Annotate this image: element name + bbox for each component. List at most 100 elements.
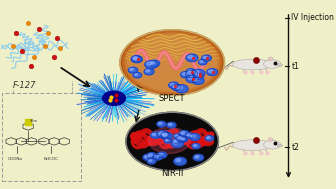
Circle shape <box>134 73 138 75</box>
Ellipse shape <box>277 64 283 66</box>
Circle shape <box>181 132 185 134</box>
Circle shape <box>155 155 158 157</box>
Circle shape <box>144 155 148 158</box>
Circle shape <box>147 159 156 164</box>
Circle shape <box>128 35 216 91</box>
Ellipse shape <box>268 138 273 141</box>
Circle shape <box>172 139 179 143</box>
Circle shape <box>120 30 224 95</box>
Circle shape <box>170 83 174 86</box>
Circle shape <box>151 61 155 64</box>
Circle shape <box>192 69 205 77</box>
Circle shape <box>187 71 192 74</box>
Circle shape <box>173 141 178 144</box>
Ellipse shape <box>277 144 283 147</box>
Circle shape <box>126 112 218 170</box>
Circle shape <box>186 75 198 83</box>
Circle shape <box>149 154 152 156</box>
Text: F-127: F-127 <box>13 81 36 90</box>
Ellipse shape <box>268 57 273 61</box>
Circle shape <box>199 60 207 65</box>
Text: t1: t1 <box>292 62 299 71</box>
Circle shape <box>179 131 189 137</box>
Circle shape <box>158 122 162 124</box>
Circle shape <box>161 133 172 140</box>
Circle shape <box>171 140 183 147</box>
Circle shape <box>194 73 204 79</box>
Ellipse shape <box>263 140 281 149</box>
Circle shape <box>128 67 138 73</box>
Circle shape <box>195 74 199 76</box>
Circle shape <box>185 133 194 138</box>
Circle shape <box>152 133 156 136</box>
Circle shape <box>147 153 157 159</box>
Circle shape <box>157 131 168 138</box>
Circle shape <box>206 136 210 139</box>
Circle shape <box>168 123 172 125</box>
Circle shape <box>149 159 152 162</box>
Circle shape <box>173 140 176 141</box>
Circle shape <box>176 136 186 143</box>
Circle shape <box>208 70 213 72</box>
Circle shape <box>191 135 195 137</box>
Circle shape <box>188 55 193 58</box>
Circle shape <box>194 70 199 74</box>
Circle shape <box>194 78 199 81</box>
Text: NHCOC: NHCOC <box>44 157 59 161</box>
Circle shape <box>145 61 158 69</box>
Circle shape <box>177 86 182 89</box>
Text: NIR-II: NIR-II <box>161 169 183 178</box>
Circle shape <box>143 154 153 160</box>
Ellipse shape <box>233 140 273 150</box>
Circle shape <box>174 134 181 139</box>
Circle shape <box>173 85 177 88</box>
Text: COONa: COONa <box>8 157 23 161</box>
Circle shape <box>151 132 160 138</box>
Circle shape <box>187 134 190 136</box>
Circle shape <box>175 85 188 93</box>
Circle shape <box>103 91 125 105</box>
Circle shape <box>189 133 200 140</box>
Circle shape <box>145 70 150 72</box>
Circle shape <box>195 155 199 158</box>
Circle shape <box>149 60 160 67</box>
Text: SPECT: SPECT <box>159 94 185 103</box>
Circle shape <box>123 31 222 94</box>
Circle shape <box>180 137 188 142</box>
Ellipse shape <box>263 60 281 68</box>
Circle shape <box>192 77 204 84</box>
Circle shape <box>167 122 176 128</box>
Circle shape <box>133 57 137 59</box>
Circle shape <box>181 138 184 140</box>
Circle shape <box>192 143 200 149</box>
Text: IV Injection: IV Injection <box>292 13 334 22</box>
Circle shape <box>149 127 190 153</box>
Circle shape <box>177 137 182 139</box>
Circle shape <box>171 84 181 90</box>
Circle shape <box>180 72 191 78</box>
Circle shape <box>158 152 167 158</box>
Circle shape <box>200 60 203 62</box>
Circle shape <box>203 56 207 58</box>
Circle shape <box>186 54 198 62</box>
Circle shape <box>153 154 162 160</box>
Circle shape <box>144 69 154 75</box>
Circle shape <box>182 72 186 75</box>
Circle shape <box>205 136 214 141</box>
Circle shape <box>131 56 142 63</box>
Circle shape <box>187 70 191 72</box>
Circle shape <box>188 76 193 79</box>
Circle shape <box>133 57 137 60</box>
Circle shape <box>147 62 152 65</box>
Circle shape <box>159 153 163 155</box>
Circle shape <box>185 70 198 78</box>
Text: 99m: 99m <box>30 119 38 123</box>
Circle shape <box>193 154 203 161</box>
Circle shape <box>163 134 167 136</box>
Ellipse shape <box>233 59 273 70</box>
Text: t2: t2 <box>292 143 299 152</box>
Circle shape <box>174 157 186 165</box>
Circle shape <box>161 132 171 138</box>
Circle shape <box>207 69 218 76</box>
Circle shape <box>169 82 179 88</box>
